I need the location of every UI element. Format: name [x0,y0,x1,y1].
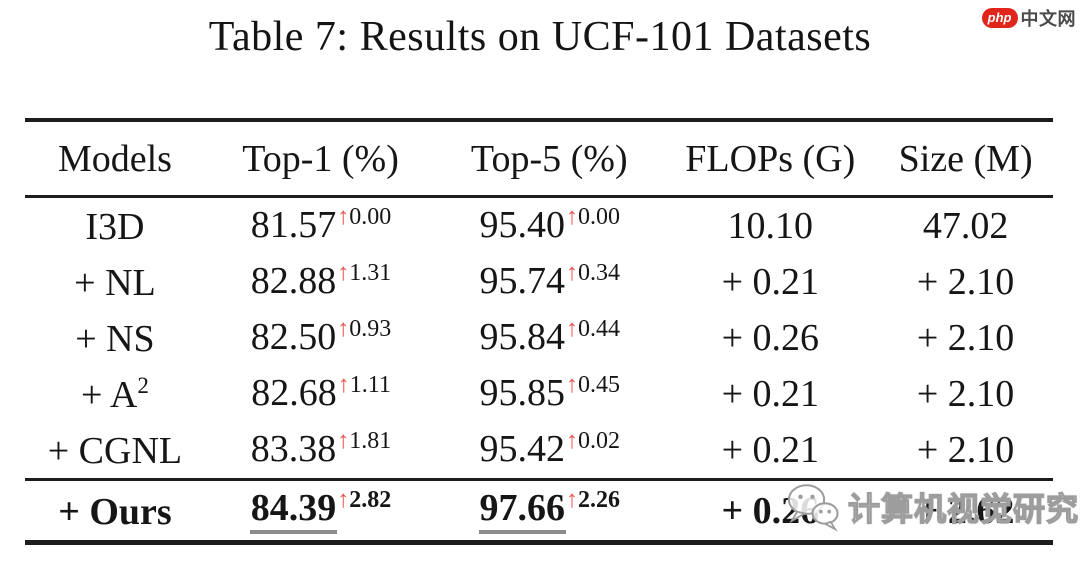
site-logo-text: 中文网 [1020,9,1076,29]
top1-delta: ↑1.31 [337,260,392,286]
flops-cell: + 0.26 [721,489,820,532]
top1-delta: ↑1.11 [337,372,391,398]
column-header-top5: Top-5 (%) [470,137,628,180]
size-cell: + 2.62 [916,489,1015,532]
table-top-rule [25,118,1053,122]
top5-cell: 95.85↑0.45 [479,372,621,414]
table-bottom-rule [25,540,1053,545]
top1-cell: 82.50↑0.93 [250,316,392,358]
top5-delta: ↑0.00 [566,204,621,230]
top5-delta: ↑0.45 [566,372,621,398]
top1-delta: ↑1.81 [337,428,392,454]
top1-cell: 84.39↑2.82 [205,488,436,534]
flops-cell: + 0.21 [721,261,819,303]
top1-cell: 82.88↑1.31 [250,260,392,302]
up-arrow-icon: ↑ [337,260,350,286]
up-arrow-icon: ↑ [566,486,579,513]
model-name-cell: + NL [74,262,156,304]
top1-cell: 81.57↑0.00 [250,204,392,246]
top5-cell: 97.66↑2.26 [436,488,662,534]
up-arrow-icon: ↑ [337,204,350,230]
up-arrow-icon: ↑ [337,428,350,454]
pre-ours-rule [25,478,1053,481]
top5-delta: ↑0.44 [566,316,621,342]
top5-delta: ↑0.34 [566,260,621,286]
model-name-cell: + CGNL [47,430,183,472]
flops-cell: 10.10 [727,205,814,247]
column-header-flops: FLOPs (G) [685,137,856,180]
table-row: + CGNL 83.38↑1.81 95.42↑0.02 + 0.21 + 2.… [25,422,1053,478]
flops-cell: + 0.26 [721,317,819,359]
table-row: + NS 82.50↑0.93 95.84↑0.44 + 0.26 + 2.10 [25,310,1053,366]
results-table: Models Top-1 (%) Top-5 (%) FLOPs (G) Siz… [25,118,1053,545]
top5-cell: 95.74↑0.34 [479,260,621,302]
table-row: + NL 82.88↑1.31 95.74↑0.34 + 0.21 + 2.10 [25,254,1053,310]
top1-delta: ↑0.93 [337,316,392,342]
size-cell: + 2.10 [916,429,1015,471]
size-cell: + 2.10 [916,317,1015,359]
header-separator-rule [25,195,1053,198]
top1-delta: ↑2.82 [337,486,392,513]
up-arrow-icon: ↑ [337,372,350,398]
up-arrow-icon: ↑ [566,316,579,342]
model-name-cell: + Ours [58,490,172,533]
column-header-models: Models [57,137,172,180]
model-name-cell: + NS [75,318,155,360]
size-cell: 47.02 [922,205,1009,247]
php-logo-badge: php [981,8,1018,28]
table-row: I3D 81.57↑0.00 95.40↑0.00 10.10 47.02 [25,198,1053,254]
up-arrow-icon: ↑ [337,316,350,342]
top5-cell: 95.84↑0.44 [479,316,621,358]
table-header-row: Models Top-1 (%) Top-5 (%) FLOPs (G) Siz… [25,122,1053,195]
top1-cell: 82.68↑1.11 [251,372,391,414]
up-arrow-icon: ↑ [566,372,579,398]
flops-cell: + 0.21 [721,429,819,471]
page-title: Table 7: Results on UCF-101 Datasets [208,14,872,60]
up-arrow-icon: ↑ [337,486,350,513]
site-logo: php 中文网 [981,5,1076,31]
table-row: + A2 82.68↑1.11 95.85↑0.45 + 0.21 + 2.10 [25,366,1053,422]
up-arrow-icon: ↑ [566,428,579,454]
top1-cell: 83.38↑1.81 [250,428,392,470]
top5-delta: ↑2.26 [566,486,621,513]
table-body: I3D 81.57↑0.00 95.40↑0.00 10.10 47.02 + … [25,198,1053,540]
top5-delta: ↑0.02 [566,428,621,454]
top1-delta: ↑0.00 [337,204,392,230]
model-name-cell: I3D [85,206,145,248]
model-superscript: 2 [137,373,149,398]
size-cell: + 2.10 [916,261,1015,303]
flops-cell: + 0.21 [721,373,819,415]
column-header-size: Size (M) [898,137,1033,180]
top5-cell: 95.40↑0.00 [479,204,621,246]
up-arrow-icon: ↑ [566,204,579,230]
table-row: + Ours 84.39↑2.82 97.66↑2.26 + 0.26 + 2.… [25,481,1053,540]
top5-cell: 95.42↑0.02 [479,428,621,470]
size-cell: + 2.10 [916,373,1015,415]
up-arrow-icon: ↑ [566,260,579,286]
column-header-top1: Top-1 (%) [242,137,399,180]
model-name-cell: + A2 [81,373,149,416]
